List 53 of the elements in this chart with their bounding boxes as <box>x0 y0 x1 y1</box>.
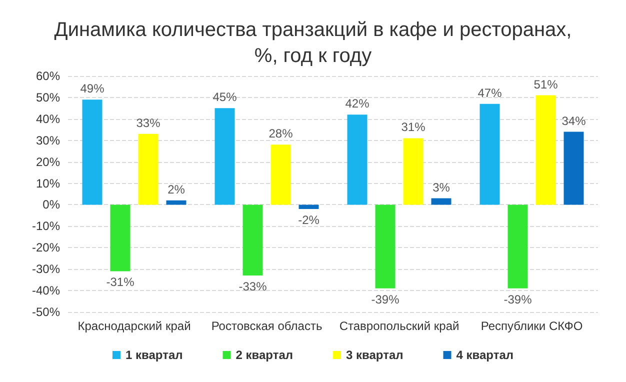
y-tick-label: -30% <box>32 262 60 276</box>
y-tick-label: -20% <box>32 240 60 255</box>
y-tick-label: 50% <box>36 90 60 104</box>
bar <box>242 204 263 276</box>
bar <box>431 198 452 205</box>
data-label: 34% <box>562 114 586 128</box>
bar <box>270 144 291 205</box>
bar <box>298 204 319 210</box>
x-tick-label: Краснодарский край <box>78 319 191 333</box>
legend-label: 2 квартал <box>236 348 294 362</box>
data-label: -39% <box>371 292 400 306</box>
data-label: 47% <box>478 86 502 100</box>
y-tick-label: -10% <box>32 219 60 234</box>
y-tick-label: 40% <box>36 112 60 126</box>
data-label: -2% <box>298 213 320 228</box>
y-tick-label: -50% <box>32 305 60 319</box>
bar <box>166 200 186 205</box>
y-tick-label: 20% <box>36 154 60 169</box>
bar <box>347 114 368 205</box>
y-tick-label: -40% <box>32 284 60 298</box>
legend-label: 4 квартал <box>456 348 514 362</box>
y-tick-label: 60% <box>36 69 60 83</box>
y-tick-label: 0% <box>42 198 60 212</box>
bar <box>480 104 500 205</box>
chart-title: Динамика количества транзакций в кафе и ресторанах, %, год к году <box>54 19 572 67</box>
x-tick-label: Ставропольский край <box>339 319 460 333</box>
data-label: 45% <box>212 90 238 104</box>
data-label: -33% <box>238 280 268 294</box>
data-label: -31% <box>106 275 135 290</box>
legend-label: 3 квартал <box>346 348 404 362</box>
data-label: 31% <box>401 120 426 134</box>
data-label: 28% <box>268 126 294 141</box>
bar <box>214 108 235 205</box>
bar <box>375 204 396 288</box>
data-label: 2% <box>168 182 186 196</box>
bar <box>82 100 102 205</box>
data-label: 3% <box>432 180 450 194</box>
data-label: 33% <box>136 116 161 130</box>
x-tick-label: Ростовская область <box>211 319 322 333</box>
data-label: -39% <box>504 292 532 306</box>
bar <box>564 132 584 205</box>
data-label: 42% <box>345 96 370 111</box>
y-tick-label: 30% <box>36 133 60 148</box>
data-label: 51% <box>534 77 558 92</box>
legend-label: 1 квартал <box>125 348 183 362</box>
data-label: 49% <box>80 82 105 96</box>
y-tick-label: 10% <box>36 176 60 190</box>
bar <box>508 204 528 288</box>
bar <box>110 204 130 272</box>
x-tick-label: Республики СКФО <box>480 319 583 333</box>
bar <box>138 134 158 205</box>
bar <box>403 138 424 205</box>
bar <box>536 95 556 205</box>
